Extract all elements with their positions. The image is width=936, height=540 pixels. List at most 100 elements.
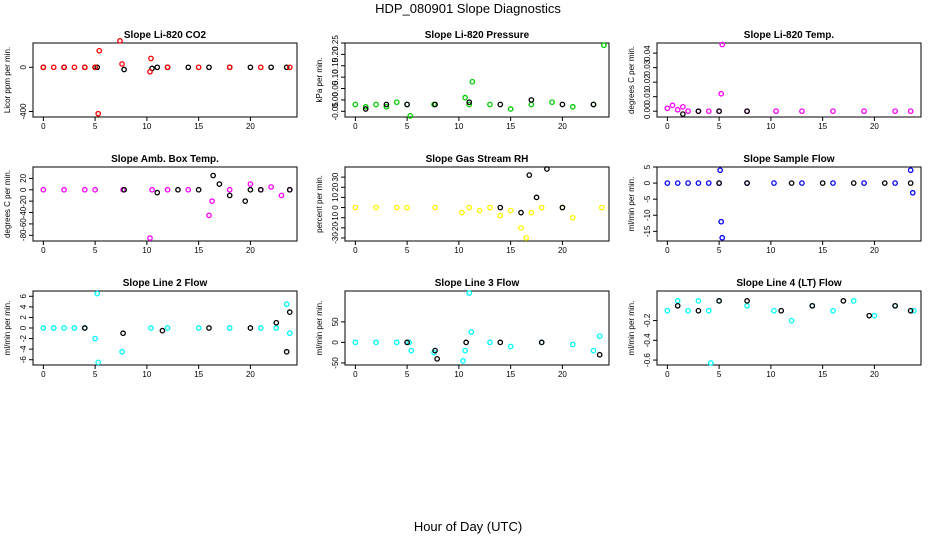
data-point xyxy=(121,186,127,193)
data-point xyxy=(487,204,493,211)
y-tick-label: -20 xyxy=(19,195,28,207)
data-point xyxy=(719,234,726,241)
data-point xyxy=(518,209,524,216)
data-point xyxy=(94,290,101,297)
x-tick-label: 10 xyxy=(142,370,151,379)
data-point xyxy=(861,180,867,186)
series-black xyxy=(362,97,597,112)
series-cyan xyxy=(664,298,917,366)
data-point xyxy=(352,101,359,108)
data-point xyxy=(462,347,468,354)
panel-8: Slope Line 3 Flow 0 5 10 15 20 -50 0 50 ml/min pe… xyxy=(315,278,610,379)
data-point xyxy=(773,108,779,115)
x-tick-label: 20 xyxy=(246,370,255,379)
data-point xyxy=(195,64,202,71)
y-tick-label: 10 xyxy=(331,192,340,201)
data-point xyxy=(910,307,917,314)
data-point xyxy=(850,298,857,304)
x-tick-label: 5 xyxy=(405,246,410,255)
data-point xyxy=(487,339,493,346)
data-point xyxy=(907,180,914,186)
plot-frame xyxy=(32,42,298,118)
data-point xyxy=(788,180,795,186)
x-tick-label: 15 xyxy=(506,370,515,379)
data-point xyxy=(226,325,233,331)
x-tick-label: 5 xyxy=(93,370,98,379)
data-point xyxy=(526,172,533,178)
data-point xyxy=(81,325,88,331)
data-point xyxy=(871,312,878,319)
data-point xyxy=(463,339,469,346)
panel-title: Slope Line 2 Flow xyxy=(123,278,208,289)
x-tick-label: 0 xyxy=(41,246,46,255)
data-point xyxy=(257,186,264,193)
data-point xyxy=(432,204,438,211)
data-point xyxy=(695,108,702,115)
series-magenta xyxy=(664,41,914,115)
panel-title: Slope Gas Stream RH xyxy=(426,154,529,165)
data-point xyxy=(533,194,540,201)
y-axis-label: degrees C per min. xyxy=(3,170,12,238)
series-yellow xyxy=(352,204,605,241)
y-tick-label: -10 xyxy=(331,211,340,223)
data-point xyxy=(771,180,777,186)
data-point xyxy=(286,330,293,337)
y-tick-label: 2 xyxy=(19,315,28,320)
data-point xyxy=(362,106,369,112)
plot-frame xyxy=(656,290,922,366)
data-point xyxy=(507,106,514,112)
y-tick-label: 4 xyxy=(19,304,28,309)
data-point xyxy=(674,302,681,309)
x-tick-label: 10 xyxy=(766,246,775,255)
data-point xyxy=(569,214,576,221)
data-point xyxy=(40,186,47,193)
data-point xyxy=(528,209,535,216)
y-tick-label: -4 xyxy=(19,345,28,353)
y-tick-label: 0.02 xyxy=(643,74,652,90)
data-point xyxy=(154,189,161,196)
data-point xyxy=(695,307,702,314)
data-point xyxy=(92,64,98,71)
y-axis-label: percent per min. xyxy=(315,175,324,233)
data-point xyxy=(94,64,101,71)
x-tick-label: 20 xyxy=(870,246,879,255)
plot-frame xyxy=(32,166,298,242)
data-point xyxy=(373,101,379,108)
data-point xyxy=(695,180,702,186)
data-point xyxy=(407,113,414,119)
data-point xyxy=(669,102,676,109)
panel-title: Slope Li-820 CO2 xyxy=(124,30,207,41)
y-axis-label: degrees C per min. xyxy=(627,46,636,114)
data-point xyxy=(404,204,410,211)
data-point xyxy=(283,348,290,355)
x-tick-label: 15 xyxy=(506,246,515,255)
figure-xlabel: Hour of Day (UTC) xyxy=(414,519,522,534)
data-point xyxy=(373,339,379,346)
data-point xyxy=(247,325,254,331)
y-axis-label: kPa per min. xyxy=(315,58,324,103)
data-point xyxy=(40,325,47,331)
data-point xyxy=(778,307,785,314)
data-point xyxy=(460,358,466,364)
data-point xyxy=(408,347,415,354)
panel-6: Slope Sample Flow 0 5 10 15 20 -15 -10 -5 0 5 ml/mi… xyxy=(627,154,922,255)
y-tick-label: 50 xyxy=(331,317,340,326)
y-axis-label: ml/min per min. xyxy=(315,301,324,356)
y-tick-label: 0 xyxy=(331,340,340,345)
data-point xyxy=(744,180,750,186)
y-tick-label: 6 xyxy=(19,294,28,299)
y-tick-label: 0.00 xyxy=(331,92,340,108)
data-point xyxy=(195,186,202,193)
data-point xyxy=(705,108,712,115)
y-tick-label: 0.10 xyxy=(331,69,340,85)
data-point xyxy=(164,64,171,71)
data-point xyxy=(881,180,888,186)
series-black xyxy=(716,180,914,186)
data-point xyxy=(497,101,504,108)
data-point xyxy=(209,198,215,205)
data-point xyxy=(680,103,686,110)
data-point xyxy=(120,330,126,337)
data-point xyxy=(476,207,483,214)
data-point xyxy=(247,186,254,193)
x-tick-label: 0 xyxy=(41,370,46,379)
